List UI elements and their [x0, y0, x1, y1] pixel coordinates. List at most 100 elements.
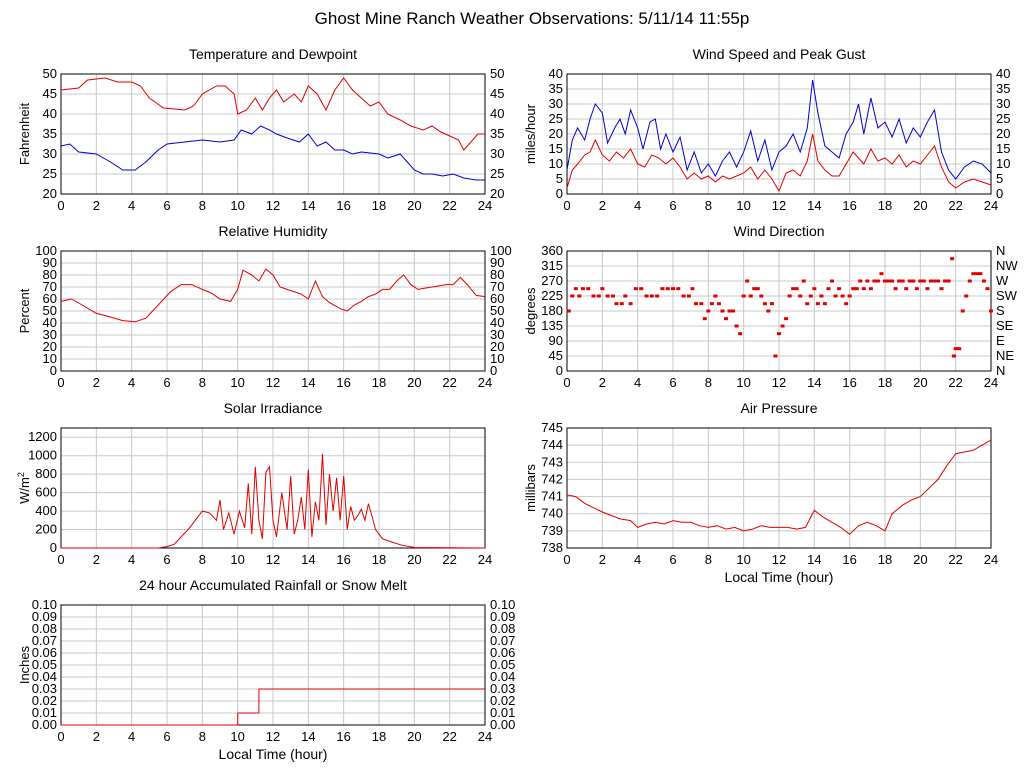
rain-ytick-label: 0.01	[32, 705, 57, 720]
winddir-point	[900, 279, 905, 283]
pressure-xtick-label: 0	[563, 552, 570, 567]
winddir-right-tick-label: N	[996, 363, 1005, 378]
pressure-xtick-label: 2	[599, 552, 606, 567]
winddir-point	[716, 302, 721, 306]
winddir-point	[660, 287, 665, 291]
winddir-point	[904, 287, 909, 291]
pressure-xtick-label: 24	[984, 552, 998, 567]
winddir-point	[967, 279, 972, 283]
rain-xtick-label: 24	[478, 729, 492, 744]
temp-xtick-label: 22	[442, 198, 456, 213]
rain-ytick-label: 0.03	[32, 681, 57, 696]
pressure-ylabel-text: millibars	[523, 464, 538, 512]
rain-xtick-label: 10	[230, 729, 244, 744]
temp-series-1-line	[60, 125, 485, 181]
winddir-xtick-label: 8	[705, 375, 712, 390]
winddir-point	[591, 294, 596, 298]
rain-ytick-label: 0.00	[32, 717, 57, 732]
winddir-ytick-label: 225	[541, 288, 563, 303]
winddir-point	[649, 294, 654, 298]
winddir-point	[748, 294, 753, 298]
winddir-title: Wind Direction	[733, 223, 824, 239]
wind-right-tick-label: 40	[996, 66, 1010, 81]
rain-ytick-label: 0.02	[32, 693, 57, 708]
solar-ytick-label: 1200	[28, 429, 57, 444]
winddir-point	[939, 287, 944, 291]
wind-right-tick-label: 20	[996, 126, 1010, 141]
winddir-ylabel: degrees	[523, 287, 538, 334]
winddir-point	[787, 294, 792, 298]
page-title: Ghost Mine Ranch Weather Observations: 5…	[315, 9, 750, 28]
rain-ytick-label: 0.04	[32, 669, 57, 684]
winddir-point	[794, 287, 799, 291]
wind-xtick-label: 6	[669, 198, 676, 213]
winddir-point	[614, 302, 619, 306]
wind-ytick-label: 10	[549, 156, 563, 171]
humidity-ytick-label: 40	[43, 315, 57, 330]
humidity-ylabel-text: Percent	[17, 288, 32, 333]
winddir-ytick-label: 90	[549, 333, 563, 348]
solar-xtick-label: 2	[93, 552, 100, 567]
pressure-xtick-label: 12	[772, 552, 786, 567]
temp-xtick-label: 2	[93, 198, 100, 213]
solar-xtick-label: 14	[301, 552, 315, 567]
winddir-point	[879, 272, 884, 276]
winddir-point	[686, 294, 691, 298]
winddir-point	[936, 279, 940, 283]
pressure-ytick-label: 744	[541, 437, 563, 452]
winddir-point	[815, 302, 820, 306]
winddir-point	[953, 347, 958, 351]
rain-right-tick-label: 0.09	[490, 609, 515, 624]
humidity-ytick-label: 20	[43, 339, 57, 354]
temp-xtick-label: 4	[128, 198, 135, 213]
winddir-xtick-label: 6	[669, 375, 676, 390]
winddir-ytick-label: 180	[541, 303, 563, 318]
humidity-ytick-label: 80	[43, 267, 57, 282]
winddir-point	[812, 287, 817, 291]
winddir-ytick-label: 270	[541, 273, 563, 288]
solar-ylabel-text: W/m	[17, 477, 32, 504]
winddir-point	[833, 294, 838, 298]
temp-title: Temperature and Dewpoint	[189, 46, 357, 62]
winddir-point	[890, 279, 895, 283]
winddir-point	[925, 287, 930, 291]
rain-right-tick-label: 0.10	[490, 597, 515, 612]
winddir-point	[847, 294, 852, 298]
winddir-point	[639, 287, 644, 291]
pressure-xtick-label: 4	[634, 552, 641, 567]
solar-xtick-label: 0	[57, 552, 64, 567]
pressure-title: Air Pressure	[740, 400, 817, 416]
winddir-point	[918, 279, 923, 283]
wind-xtick-label: 0	[563, 198, 570, 213]
temp-xtick-label: 24	[478, 198, 492, 213]
humidity-title: Relative Humidity	[219, 223, 328, 239]
winddir-point	[858, 279, 863, 283]
rain-xtick-label: 18	[372, 729, 386, 744]
winddir-point	[752, 287, 757, 291]
temp-right-tick-label: 40	[490, 106, 504, 121]
pressure-ylabel: millibars	[523, 464, 538, 512]
solar-xtick-label: 20	[407, 552, 421, 567]
humidity-right-tick-label: 40	[490, 315, 504, 330]
rain-xtick-label: 16	[336, 729, 350, 744]
rain-right-tick-label: 0.02	[490, 693, 515, 708]
wind-xtick-label: 8	[705, 198, 712, 213]
humidity-xtick-label: 8	[199, 375, 206, 390]
winddir-point	[897, 279, 902, 283]
solar-xtick-label: 16	[336, 552, 350, 567]
solar-ylabel-sup: 2	[16, 472, 26, 477]
winddir-point	[676, 287, 681, 291]
winddir-right-tick-label: NW	[996, 258, 1018, 273]
winddir-xtick-label: 14	[807, 375, 821, 390]
temp-ytick-label: 50	[43, 66, 57, 81]
winddir-point	[741, 294, 746, 298]
winddir-point	[826, 287, 831, 291]
solar-title: Solar Irradiance	[224, 400, 323, 416]
winddir-point	[911, 279, 916, 283]
humidity-xtick-label: 4	[128, 375, 135, 390]
wind-right-tick-label: 25	[996, 111, 1010, 126]
winddir-point	[784, 317, 789, 321]
